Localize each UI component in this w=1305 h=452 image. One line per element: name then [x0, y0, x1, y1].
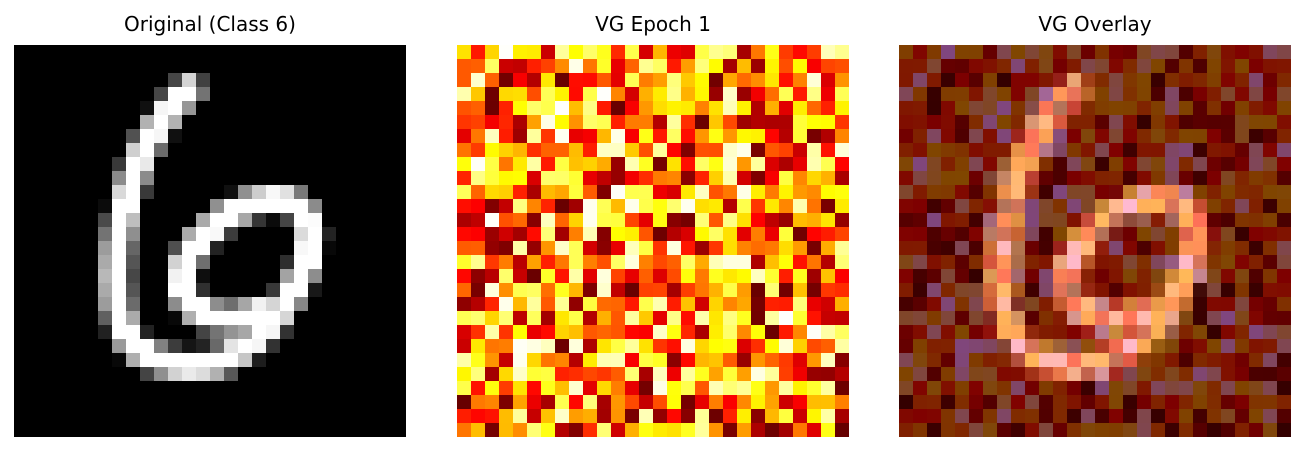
panel-title-vg-overlay: VG Overlay [1038, 12, 1152, 36]
vg-overlay-image [899, 45, 1291, 437]
panel-title-vg-epoch: VG Epoch 1 [595, 12, 711, 36]
vg-epoch-heatmap [457, 45, 849, 437]
original-digit-image [14, 45, 406, 437]
panel-title-original: Original (Class 6) [124, 12, 296, 36]
